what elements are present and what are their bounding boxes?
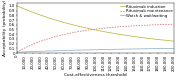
Watch & wait/waiting [138, 48, 140, 49]
Rituximab induction [32, 12, 34, 13]
Watch & wait/waiting [172, 48, 175, 49]
Watch & wait/waiting [123, 49, 125, 50]
Rituximab maintenance [32, 44, 34, 45]
Line: Rituximab maintenance: Rituximab maintenance [17, 24, 173, 52]
Line: Rituximab induction: Rituximab induction [17, 6, 173, 41]
Legend: Rituximab induction, Rituximab maintenance, Watch & wait/waiting: Rituximab induction, Rituximab maintenan… [120, 4, 173, 18]
Watch & wait/waiting [32, 51, 34, 52]
Line: Watch & wait/waiting: Watch & wait/waiting [17, 48, 173, 52]
Rituximab induction [172, 41, 175, 42]
Rituximab maintenance [85, 30, 87, 31]
Rituximab induction [85, 27, 87, 28]
X-axis label: Cost-effectiveness threshold: Cost-effectiveness threshold [64, 73, 127, 77]
Rituximab induction [141, 37, 143, 38]
Rituximab induction [16, 5, 18, 6]
Rituximab maintenance [79, 31, 81, 32]
Rituximab maintenance [16, 52, 18, 53]
Rituximab maintenance [123, 26, 125, 27]
Watch & wait/waiting [141, 48, 143, 49]
Watch & wait/waiting [16, 52, 18, 53]
Rituximab maintenance [138, 25, 140, 26]
Y-axis label: Acceptability (probability): Acceptability (probability) [3, 0, 8, 56]
Watch & wait/waiting [79, 50, 81, 51]
Rituximab maintenance [141, 25, 143, 26]
Rituximab maintenance [172, 24, 175, 25]
Rituximab induction [79, 26, 81, 27]
Rituximab induction [138, 37, 140, 38]
Watch & wait/waiting [85, 49, 87, 50]
Rituximab induction [123, 35, 125, 36]
